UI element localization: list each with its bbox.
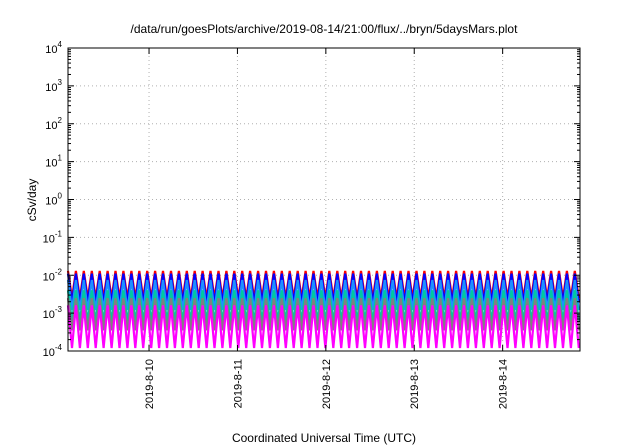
x-tick-label: 2019-8-14 xyxy=(498,359,510,409)
x-tick-label: 2019-8-11 xyxy=(232,359,244,408)
y-tick-label: 104 xyxy=(45,40,62,56)
x-tick-label: 2019-8-10 xyxy=(144,359,156,409)
y-tick-label: 10-1 xyxy=(43,229,63,245)
y-axis-label: cSv/day xyxy=(25,179,39,222)
y-tick-label: 10-4 xyxy=(43,343,63,359)
series-group xyxy=(66,270,580,349)
series-line-3 xyxy=(66,279,580,311)
y-tick-label: 102 xyxy=(45,116,62,132)
series-line-5 xyxy=(66,297,580,331)
x-tick-label: 2019-8-12 xyxy=(321,359,333,409)
y-tick-label: 10-3 xyxy=(43,305,63,321)
x-axis-label: Coordinated Universal Time (UTC) xyxy=(232,431,416,445)
series-line-6 xyxy=(66,305,580,349)
y-tick-label: 10-2 xyxy=(43,267,63,283)
x-axis-ticks: 2019-8-10 2019-8-11 2019-8-12 2019-8-13 2019… xyxy=(144,48,510,409)
x-tick-label: 2019-8-13 xyxy=(409,359,421,409)
chart-title: /data/run/goesPlots/archive/2019-08-14/2… xyxy=(131,22,519,36)
y-tick-label: 100 xyxy=(45,192,62,208)
y-tick-label: 101 xyxy=(45,154,62,170)
y-tick-label: 103 xyxy=(45,78,62,94)
